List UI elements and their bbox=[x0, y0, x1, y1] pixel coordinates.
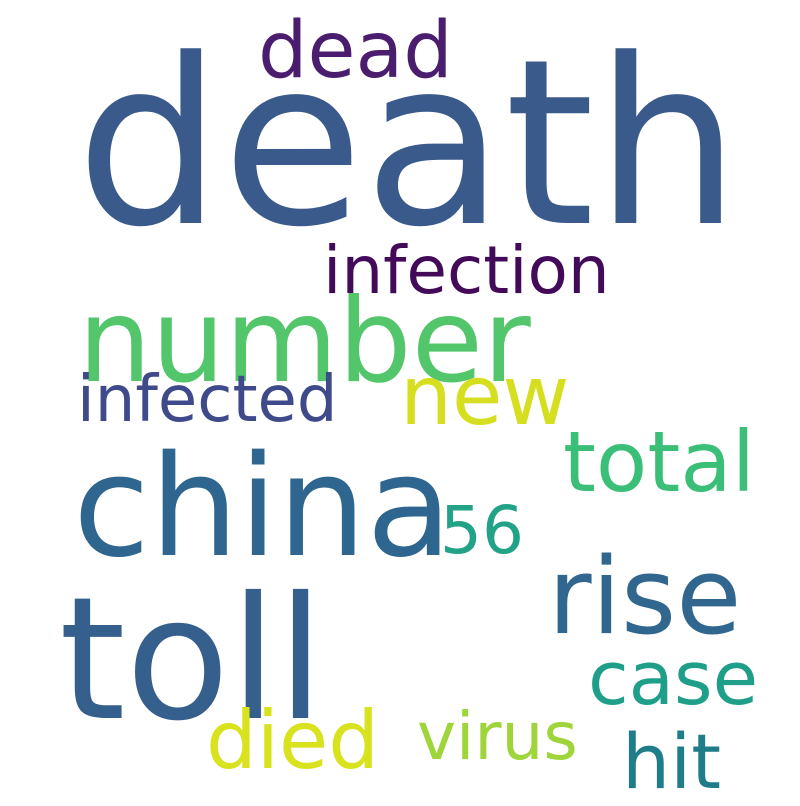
word-total: total bbox=[563, 413, 756, 511]
word-infected: infected bbox=[77, 363, 338, 437]
word-virus: virus bbox=[417, 698, 578, 775]
word-case: case bbox=[588, 636, 759, 722]
word-rise: rise bbox=[548, 535, 742, 658]
word-infection: infection bbox=[323, 232, 610, 309]
word-toll: toll bbox=[59, 561, 325, 759]
word-death: death bbox=[76, 11, 741, 278]
word-china: china bbox=[73, 426, 453, 589]
word-died: died bbox=[206, 694, 380, 787]
word-dead: dead bbox=[258, 6, 453, 96]
word-hit: hit bbox=[622, 717, 722, 806]
word-new: new bbox=[400, 349, 570, 444]
word-56: 56 bbox=[440, 492, 524, 569]
word-number: number bbox=[78, 274, 531, 409]
